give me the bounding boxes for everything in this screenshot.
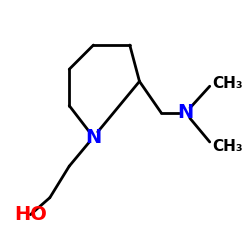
Text: CH₃: CH₃	[212, 76, 243, 91]
Text: N: N	[177, 104, 194, 122]
Text: CH₃: CH₃	[212, 139, 243, 154]
Text: N: N	[85, 128, 102, 146]
Text: HO: HO	[14, 205, 47, 224]
